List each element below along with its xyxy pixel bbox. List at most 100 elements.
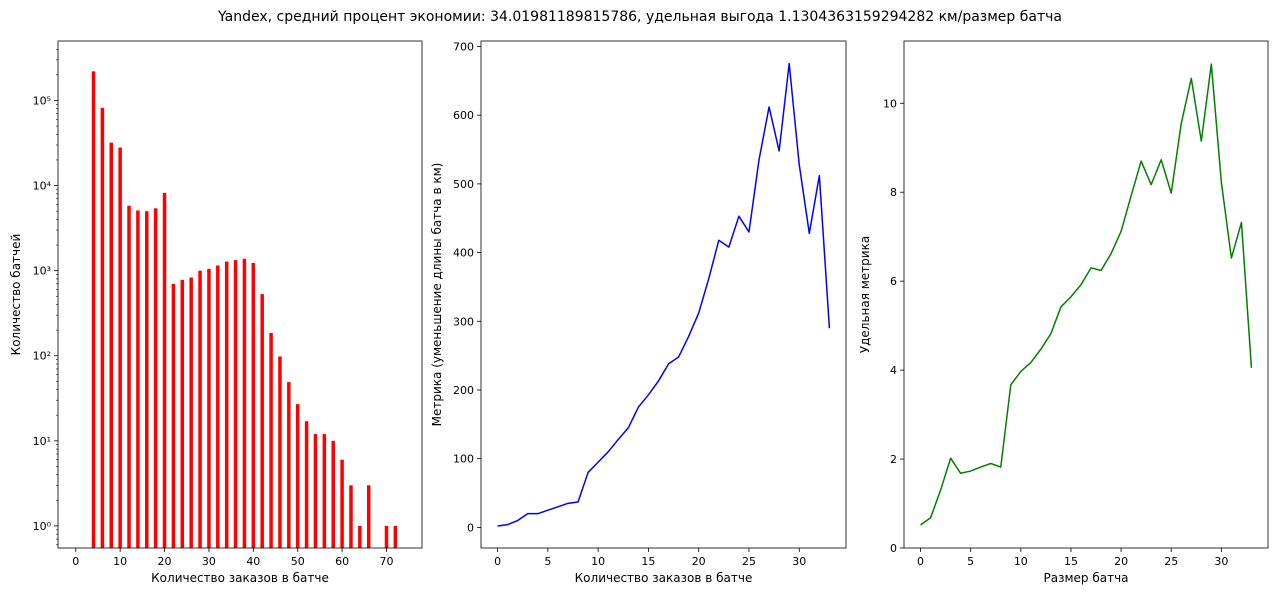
y-tick-label: 8: [890, 186, 897, 199]
x-axis-label: Количество заказов в батче: [151, 571, 329, 585]
x-tick-label: 10: [113, 555, 127, 568]
y-tick-label: 10³: [33, 265, 51, 278]
x-tick-label: 60: [335, 555, 349, 568]
y-tick-label: 300: [453, 315, 474, 328]
x-tick-label: 20: [692, 555, 706, 568]
bar: [358, 525, 362, 548]
x-axis-label: Количество заказов в батче: [575, 571, 753, 585]
y-axis: 0 2 4 6 8 10: [883, 97, 904, 555]
x-tick-label: 30: [1214, 555, 1228, 568]
y-tick-label: 2: [890, 453, 897, 466]
bar: [162, 192, 167, 549]
y-tick-label: 0: [890, 542, 897, 555]
series-line: [920, 63, 1253, 526]
bar: [304, 421, 309, 548]
y-tick-label: 10⁴: [33, 180, 52, 193]
x-tick-label: 15: [641, 555, 655, 568]
x-tick-label: 25: [742, 555, 756, 568]
bar: [242, 258, 247, 548]
y-axis: 10⁰ 10¹ 10² 10³ 10⁴ 10⁵: [33, 48, 58, 546]
figure-title: Yandex, средний процент экономии: 34.019…: [218, 9, 1062, 25]
bar: [393, 525, 398, 548]
y-tick-label: 10⁰: [33, 520, 52, 533]
x-tick-label: 50: [291, 555, 305, 568]
y-tick-label: 500: [453, 178, 474, 191]
bar: [366, 485, 371, 548]
bar: [91, 71, 96, 549]
bar: [287, 382, 291, 548]
y-axis-label: Метрика (уменьшение длины батча в км): [430, 163, 444, 427]
bar: [189, 277, 193, 548]
x-tick-label: 15: [1064, 555, 1078, 568]
bar: [118, 147, 122, 548]
x-tick-label: 0: [494, 555, 501, 568]
y-tick-label: 10²: [33, 350, 51, 363]
bar: [153, 208, 158, 548]
y-tick-label: 400: [453, 247, 474, 260]
x-tick-label: 5: [544, 555, 551, 568]
x-tick-label: 20: [1114, 555, 1128, 568]
x-tick-label: 25: [1164, 555, 1178, 568]
line-chart-specific-metric: 0 5 10 15 20 25 30 0 2 4 6 8 10 Размер батча Удельн…: [858, 40, 1269, 585]
plot-frame: [903, 40, 1269, 549]
bar: [207, 268, 211, 548]
x-axis: 0 10 20 30 40 50 60 70: [72, 548, 393, 568]
y-tick-label: 4: [890, 364, 897, 377]
x-tick-label: 40: [246, 555, 260, 568]
bar: [224, 261, 229, 548]
line-series: [497, 62, 831, 527]
x-tick-label: 10: [591, 555, 605, 568]
x-tick-label: 0: [72, 555, 79, 568]
y-tick-label: 10⁵: [33, 94, 51, 107]
bar: [171, 283, 176, 548]
bar: [180, 279, 185, 548]
bar-series: [91, 71, 398, 549]
x-tick-label: 20: [158, 555, 172, 568]
bar: [100, 107, 105, 548]
y-tick-label: 10¹: [33, 435, 51, 448]
bar: [233, 260, 238, 548]
y-axis-label: Удельная метрика: [858, 236, 872, 353]
bar: [322, 434, 327, 548]
x-tick-label: 10: [1014, 555, 1028, 568]
x-axis-label: Размер батча: [1043, 571, 1128, 585]
plot-frame: [57, 40, 423, 549]
y-tick-label: 10: [883, 97, 897, 110]
line-series: [920, 63, 1253, 526]
bar: [216, 265, 220, 548]
y-tick-label: 0: [467, 521, 474, 534]
bar: [269, 333, 273, 548]
y-tick-label: 100: [453, 453, 474, 466]
series-line: [497, 62, 831, 527]
x-tick-label: 0: [917, 555, 924, 568]
y-tick-label: 700: [453, 40, 474, 53]
plot-frame: [480, 40, 847, 549]
bar: [313, 434, 318, 548]
y-tick-label: 6: [890, 275, 897, 288]
y-axis: 0 100 200 300 400 500 600 700: [453, 40, 481, 534]
x-tick-label: 70: [379, 555, 393, 568]
x-tick-label: 30: [202, 555, 216, 568]
bar: [127, 205, 131, 548]
bar: [136, 210, 140, 548]
x-tick-label: 5: [967, 555, 974, 568]
bar: [349, 485, 353, 548]
line-chart-metric: 0 5 10 15 20 25 30 0 100 200 300 400 500 600 700 Коли…: [430, 40, 847, 585]
bar: [331, 440, 335, 548]
bar: [260, 294, 264, 548]
bar: [295, 404, 300, 548]
bar: [278, 356, 282, 548]
bar: [198, 270, 202, 548]
x-tick-label: 30: [792, 555, 806, 568]
bar: [384, 525, 389, 548]
bar: [145, 211, 149, 548]
y-axis-label: Количество батчей: [9, 234, 23, 356]
x-axis: 0 5 10 15 20 25 30: [917, 548, 1228, 568]
y-tick-label: 600: [453, 109, 474, 122]
bar-chart-batch-counts: 0 10 20 30 40 50 60 70 10⁰ 10¹ 10² 10³ 10⁴ 10⁵ Колич…: [9, 40, 423, 585]
y-tick-label: 200: [453, 384, 474, 397]
bar: [109, 142, 114, 549]
bar: [251, 262, 256, 548]
x-axis: 0 5 10 15 20 25 30: [494, 548, 806, 568]
